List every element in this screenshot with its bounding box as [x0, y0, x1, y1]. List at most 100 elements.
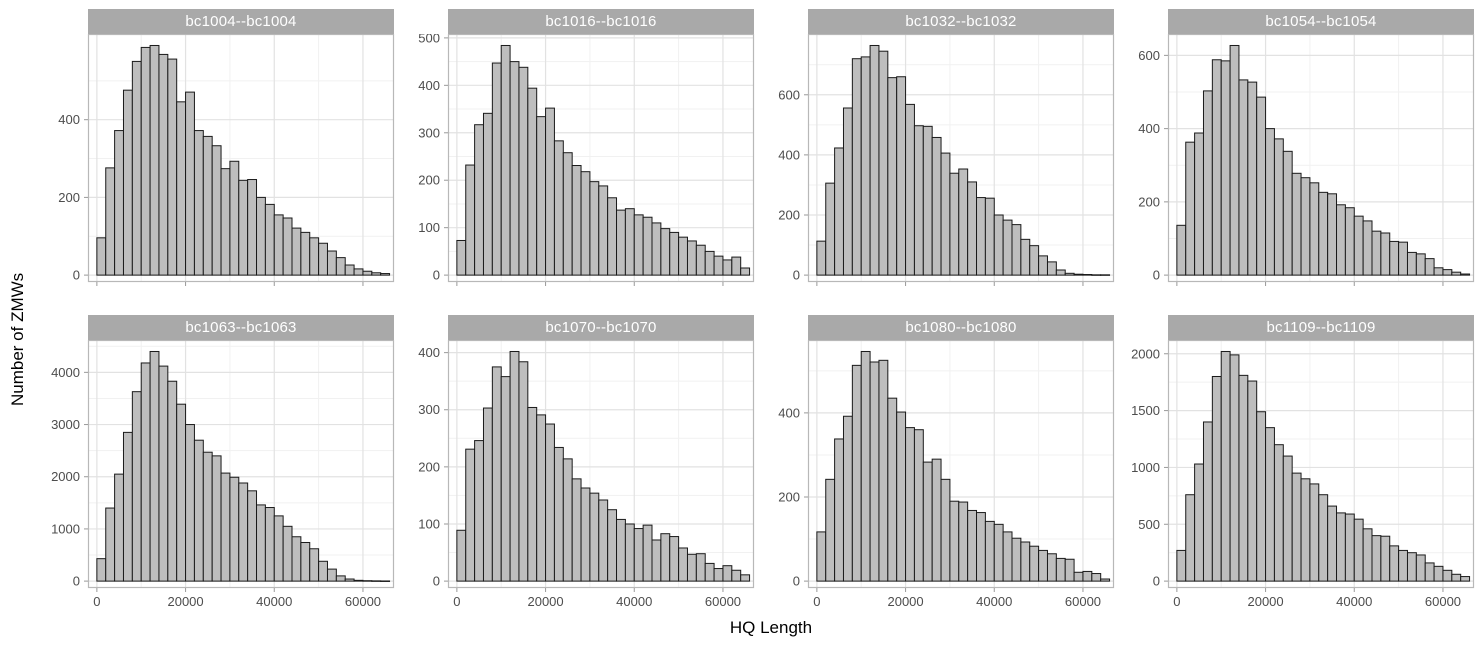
histogram-bar	[633, 214, 644, 276]
y-tick-label: 1500	[1131, 403, 1160, 418]
histogram-bar	[273, 515, 284, 582]
histogram-bar	[1247, 380, 1258, 582]
histogram-bar	[922, 125, 933, 276]
histogram-bar	[678, 547, 688, 582]
y-tick-label: 4000	[51, 365, 80, 380]
histogram-bar	[1344, 207, 1355, 276]
histogram-bar	[1398, 241, 1408, 276]
panel-border	[447, 340, 755, 589]
histogram-bar	[976, 197, 986, 276]
facet-plot-bc1080: 0 200 400 0 20000 40000 60000	[778, 340, 1115, 609]
histogram-bar	[740, 267, 751, 276]
histogram-bar	[114, 473, 124, 582]
y-tick-label: 300	[418, 125, 440, 140]
histogram-bar	[669, 536, 680, 582]
histogram-bar	[1020, 541, 1031, 582]
facet-strip-label: bc1054--bc1054	[1265, 13, 1377, 30]
histogram-bar	[114, 130, 124, 276]
histogram-bar	[967, 509, 978, 582]
x-tick-label: 60000	[1425, 594, 1461, 609]
histogram-bar	[1309, 483, 1320, 582]
facet-bc1063: bc1063--bc1063 0 1000 2000 3000 4000 0 20000 40…	[36, 315, 396, 614]
histogram-bar	[158, 53, 169, 276]
histogram-bar	[713, 255, 724, 276]
facet-grid-area: bc1004--bc1004 0 200 400 bc1016--bc1016 0 1…	[36, 0, 1476, 649]
histogram-bar	[722, 565, 733, 582]
histogram-bar	[842, 107, 853, 276]
facet-strip-label: bc1109--bc1109	[1266, 319, 1376, 336]
histogram-bar	[834, 438, 844, 582]
histogram-bar	[1451, 573, 1462, 582]
histogram-bar	[1229, 44, 1240, 276]
histogram-bar	[500, 44, 511, 276]
y-tick-label: 200	[778, 489, 800, 504]
histogram-bar	[1327, 193, 1338, 276]
histogram-bar	[482, 112, 493, 276]
histogram-bar	[220, 472, 231, 582]
facet-strip-bc1054: bc1054--bc1054	[1168, 9, 1474, 34]
facet-strip-label: bc1063--bc1063	[185, 319, 297, 336]
histogram-bar	[122, 89, 133, 276]
histogram-bar	[318, 560, 328, 582]
histogram-bar	[335, 575, 346, 582]
histogram-bar	[474, 440, 484, 582]
histogram-bar	[1362, 220, 1373, 276]
histogram-bar	[1318, 191, 1329, 276]
histogram-bar	[256, 196, 266, 276]
histogram-bar	[1389, 240, 1400, 276]
histogram-bar	[695, 553, 706, 582]
histogram-bar	[1082, 570, 1093, 582]
histogram-bar	[264, 507, 275, 582]
histogram-bar	[624, 208, 635, 276]
histogram-bar	[958, 168, 969, 276]
histogram-bar	[344, 264, 355, 276]
histogram-bar	[149, 350, 160, 582]
x-tick-label: 20000	[887, 594, 923, 609]
histogram-bar	[238, 179, 249, 276]
histogram-bar	[922, 461, 933, 582]
histogram-bar	[229, 476, 240, 582]
histogram-bar	[896, 76, 907, 276]
histogram-bar	[527, 406, 538, 582]
histogram-bar	[851, 58, 862, 276]
histogram-bar	[309, 237, 320, 276]
x-tick-label: 0	[93, 594, 100, 609]
histogram-bar	[580, 171, 591, 276]
histogram-bar	[562, 152, 573, 276]
histogram-bar	[380, 273, 391, 276]
histogram-bar	[851, 364, 862, 582]
histogram-bar	[1046, 261, 1057, 276]
y-tick-label: 0	[433, 268, 440, 283]
histogram-bar	[1389, 545, 1400, 582]
y-tick-label: 400	[58, 112, 80, 127]
histogram-bar	[131, 60, 142, 276]
y-tick-label: 100	[418, 516, 440, 531]
histogram-bar	[362, 580, 373, 582]
histogram-bar	[545, 107, 555, 276]
histogram-bar	[1055, 269, 1066, 276]
histogram-bar	[1442, 569, 1453, 582]
histogram-bar	[984, 520, 995, 582]
histogram-bar	[167, 58, 178, 276]
histogram-bar	[185, 424, 195, 582]
histogram-bar	[616, 518, 626, 582]
facet-strip-label: bc1032--bc1032	[905, 13, 1017, 30]
histogram-bar	[264, 203, 275, 276]
histogram-bar	[465, 448, 476, 582]
histogram-bar	[905, 103, 915, 276]
y-tick-label: 0	[433, 574, 440, 589]
facet-plot-bc1054: 0 200 400 600	[1138, 34, 1475, 286]
histogram-bar	[282, 217, 293, 276]
facet-strip-bc1080: bc1080--bc1080	[808, 315, 1114, 340]
histogram-bar	[1415, 554, 1426, 582]
histogram-bar	[1100, 274, 1111, 276]
histogram-bar	[291, 536, 302, 582]
histogram-bar	[509, 350, 520, 582]
histogram-bar	[1055, 557, 1066, 582]
histogram-bar	[887, 77, 898, 276]
facet-strip-bc1109: bc1109--bc1109	[1168, 315, 1474, 340]
histogram-bar	[202, 135, 213, 276]
facet-bc1080: bc1080--bc1080 0 200 400 0 20000 40000 60000	[756, 315, 1116, 614]
histogram-bar	[1073, 273, 1084, 276]
